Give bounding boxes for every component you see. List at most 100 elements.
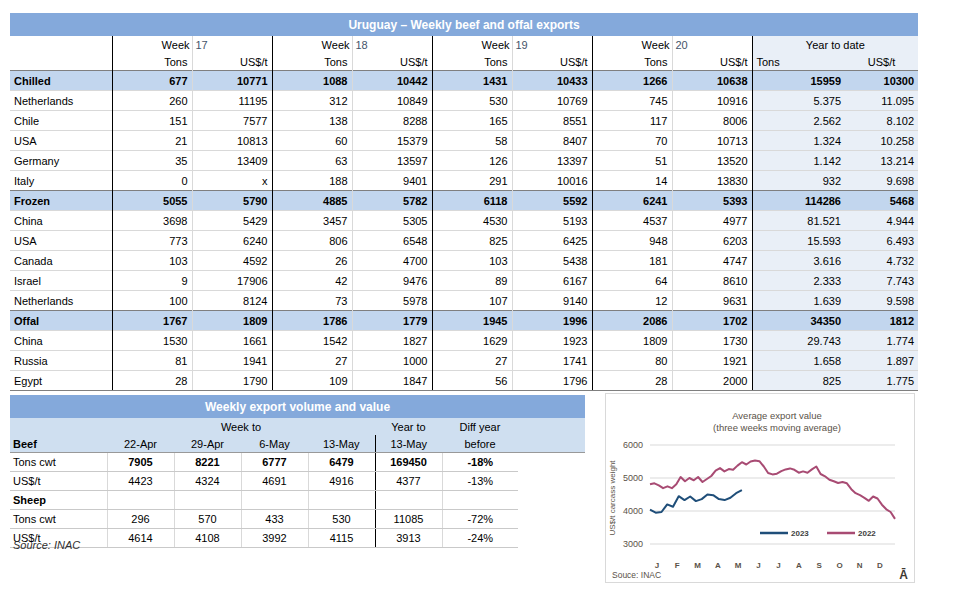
value-cell: 5468 — [845, 191, 918, 211]
value-cell: 56 — [432, 371, 512, 391]
date-header: 6-May — [241, 435, 308, 453]
value-cell: 1088 — [272, 71, 352, 91]
value-cell: 58 — [432, 131, 512, 151]
row-label: Russia — [10, 351, 112, 371]
tons-header: Tons — [272, 54, 352, 71]
value-cell: 10638 — [672, 71, 752, 91]
y-tick-label: 4000 — [623, 506, 643, 516]
value-cell: 806 — [272, 231, 352, 251]
week-label: Week — [272, 36, 352, 54]
year-date-header: 13-May — [375, 435, 442, 453]
value-cell: 10713 — [672, 131, 752, 151]
value-cell: 3913 — [375, 529, 442, 548]
value-cell: 11.095 — [845, 91, 918, 111]
value-cell: 4537 — [592, 211, 672, 231]
value-cell: 80 — [592, 351, 672, 371]
usdt-header: US$/t — [512, 54, 592, 71]
value-cell: 1.324 — [752, 131, 845, 151]
value-cell: 64 — [592, 271, 672, 291]
tons-header: Tons — [432, 54, 512, 71]
chart-title: Average export value — [732, 410, 822, 421]
value-cell: 14 — [592, 171, 672, 191]
value-cell: 1.142 — [752, 151, 845, 171]
value-cell: 6203 — [672, 231, 752, 251]
value-cell: 4324 — [174, 472, 241, 491]
value-cell: 15.593 — [752, 231, 845, 251]
value-cell: 13397 — [512, 151, 592, 171]
table-row: Italy0x18894012911001614138309329.698 — [10, 171, 918, 191]
x-tick-label: J — [655, 561, 659, 570]
value-cell: 1786 — [272, 311, 352, 331]
value-cell: 1790 — [192, 371, 272, 391]
filler-cell — [518, 529, 585, 548]
row-label: Chile — [10, 111, 112, 131]
value-cell: 5305 — [352, 211, 432, 231]
value-cell: 17906 — [192, 271, 272, 291]
value-cell: 165 — [432, 111, 512, 131]
before-header: before — [442, 435, 518, 453]
value-cell: 15959 — [752, 71, 845, 91]
value-cell: 825 — [432, 231, 512, 251]
value-cell: 1661 — [192, 331, 272, 351]
table-row: Russia8119412710002717418019211.6581.897 — [10, 351, 918, 371]
value-cell: 1.658 — [752, 351, 845, 371]
value-cell: 4108 — [174, 529, 241, 548]
week-number: 17 — [192, 36, 272, 54]
value-cell: 433 — [241, 510, 308, 529]
value-cell: 3992 — [241, 529, 308, 548]
row-label: USA — [10, 131, 112, 151]
value-cell: 169450 — [375, 453, 442, 472]
row-label: Italy — [10, 171, 112, 191]
value-cell: 6479 — [308, 453, 375, 472]
y-tick-label: 6000 — [623, 440, 643, 450]
usdt-header: US$/t — [352, 54, 432, 71]
value-cell: 13.214 — [845, 151, 918, 171]
week-number: 19 — [512, 36, 592, 54]
week-label: Week — [112, 36, 192, 54]
value-cell: 5790 — [192, 191, 272, 211]
value-cell: 1431 — [432, 71, 512, 91]
value-cell: 6.493 — [845, 231, 918, 251]
value-cell: 10769 — [512, 91, 592, 111]
value-cell: 126 — [432, 151, 512, 171]
value-cell: 1923 — [512, 331, 592, 351]
row-label: Tons cwt — [10, 510, 107, 529]
value-cell: 3.616 — [752, 251, 845, 271]
x-tick-label: S — [817, 561, 823, 570]
value-cell: 27 — [432, 351, 512, 371]
value-cell: 4977 — [672, 211, 752, 231]
value-cell: 8006 — [672, 111, 752, 131]
value-cell: 181 — [592, 251, 672, 271]
corner-cell — [10, 418, 107, 435]
value-cell: 60 — [272, 131, 352, 151]
corner-glyph: Ā — [899, 568, 908, 582]
week-label: Week — [432, 36, 512, 54]
value-cell: 12 — [592, 291, 672, 311]
value-cell: 3457 — [272, 211, 352, 231]
value-cell: 4115 — [308, 529, 375, 548]
usdt-header: US$/t — [672, 54, 752, 71]
value-cell: 28 — [592, 371, 672, 391]
table-row: USA2110813601537958840770107131.32410.25… — [10, 131, 918, 151]
table-row: Egypt28179010918475617962820008251.775 — [10, 371, 918, 391]
value-cell: 4592 — [192, 251, 272, 271]
value-cell: 5978 — [352, 291, 432, 311]
x-tick-label: A — [796, 561, 802, 570]
x-tick-label: A — [715, 561, 721, 570]
value-cell: 13830 — [672, 171, 752, 191]
y-tick-label: 3000 — [623, 539, 643, 549]
value-cell: 5592 — [512, 191, 592, 211]
value-cell: 8610 — [672, 271, 752, 291]
beef-offal-exports-table: Uruguay – Weekly beef and offal exports … — [10, 13, 918, 391]
value-cell: 4.732 — [845, 251, 918, 271]
value-cell — [241, 491, 308, 510]
year-to-header: Year to — [375, 418, 442, 435]
table-row: US$/t44234324469149164377-13% — [10, 472, 585, 491]
value-cell: 103 — [432, 251, 512, 271]
value-cell: 81 — [112, 351, 192, 371]
value-cell: 0 — [112, 171, 192, 191]
week-number: 20 — [672, 36, 752, 54]
table-row: Tons cwt7905822167776479169450-18% — [10, 453, 585, 472]
date-header: 29-Apr — [174, 435, 241, 453]
corner-cell — [10, 54, 112, 71]
